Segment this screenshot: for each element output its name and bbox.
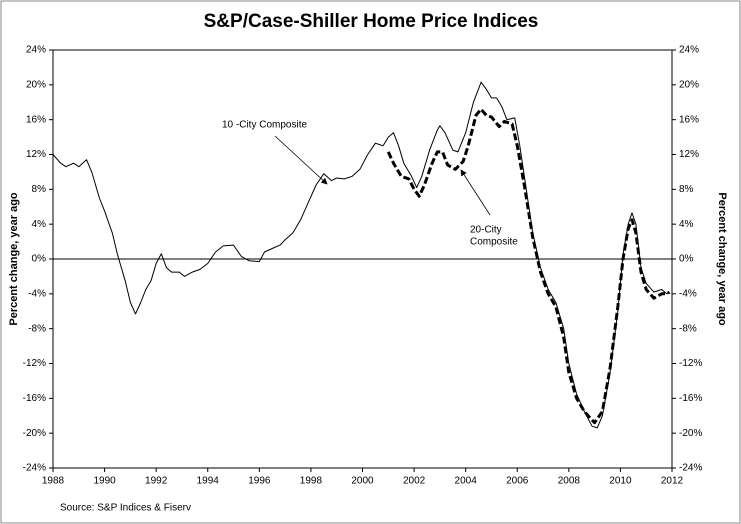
y-tick-label: 0% — [32, 254, 47, 265]
x-tick-label: 2004 — [455, 476, 478, 487]
y-tick-label: 12% — [26, 149, 46, 160]
x-tick-label: 2010 — [609, 476, 632, 487]
y2-tick-label: -16% — [679, 393, 702, 404]
y2-tick-label: 20% — [679, 79, 699, 90]
y-tick-label: -16% — [23, 393, 46, 404]
y2-tick-label: 0% — [679, 254, 694, 265]
annotation-arrow — [460, 169, 491, 216]
y-tick-label: 24% — [26, 45, 46, 56]
y-tick-label: 4% — [32, 219, 47, 230]
annotation-arrow — [274, 135, 328, 185]
y2-tick-label: -20% — [679, 428, 702, 439]
x-tick-label: 1994 — [197, 476, 220, 487]
y2-axis-label: Percent change, year ago — [716, 192, 728, 326]
y-tick-label: -8% — [28, 323, 46, 334]
x-tick-label: 2000 — [351, 476, 374, 487]
source-note: Source: S&P Indices & Fiserv — [60, 503, 191, 514]
y2-tick-label: 8% — [679, 184, 694, 195]
y-tick-label: -12% — [23, 358, 46, 369]
x-tick-label: 1996 — [248, 476, 271, 487]
y-axis-label: Percent change, year ago — [8, 192, 20, 326]
x-tick-label: 2006 — [506, 476, 529, 487]
x-tick-label: 1990 — [93, 476, 116, 487]
y2-tick-label: -12% — [679, 358, 702, 369]
series-line — [52, 81, 670, 429]
series-line — [386, 107, 671, 425]
y2-tick-label: 4% — [679, 219, 694, 230]
y2-tick-label: 16% — [679, 114, 699, 125]
annotation: Composite — [470, 237, 518, 248]
annotation: 10 -City Composite — [222, 120, 307, 131]
y-tick-label: 8% — [32, 184, 47, 195]
x-tick-label: 1988 — [42, 476, 65, 487]
y-tick-label: 20% — [26, 79, 46, 90]
y2-tick-label: -4% — [679, 288, 697, 299]
chart-title: S&P/Case-Shiller Home Price Indices — [204, 11, 539, 32]
x-tick-label: 2008 — [558, 476, 581, 487]
x-tick-label: 1992 — [145, 476, 168, 487]
y2-tick-label: -8% — [679, 323, 697, 334]
x-tick-label: 2012 — [661, 476, 684, 487]
y-tick-label: -20% — [23, 428, 46, 439]
y-tick-label: 16% — [26, 114, 46, 125]
y2-tick-label: 24% — [679, 45, 699, 56]
y-tick-label: -24% — [23, 463, 46, 474]
y-tick-label: -4% — [28, 288, 46, 299]
y2-tick-label: 12% — [679, 149, 699, 160]
annotation: 20-City — [470, 225, 502, 236]
x-tick-label: 1998 — [300, 476, 323, 487]
y2-tick-label: -24% — [679, 463, 702, 474]
x-tick-label: 2002 — [403, 476, 426, 487]
